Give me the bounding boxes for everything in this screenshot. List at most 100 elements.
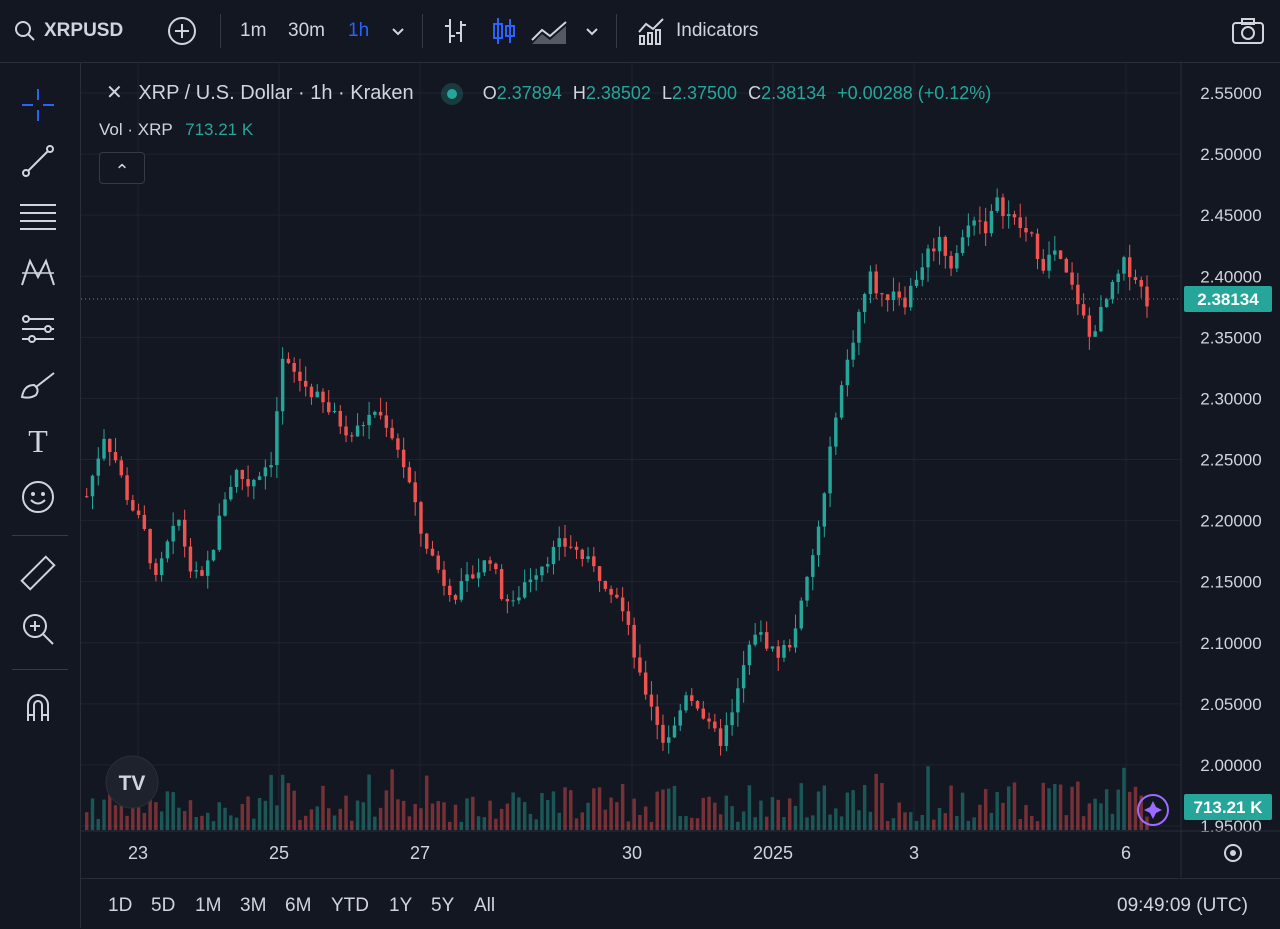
indicators-button[interactable]: Indicators <box>636 0 758 62</box>
candle-body <box>741 665 746 689</box>
symbol-search[interactable]: XRPUSD <box>14 0 123 62</box>
collapse-legend-button[interactable]: ⌃ <box>99 152 145 184</box>
text-tool[interactable]: T <box>18 421 58 461</box>
area-chart-button[interactable] <box>530 0 570 62</box>
chart-type-dropdown[interactable] <box>584 0 600 62</box>
candle-body <box>436 555 440 570</box>
snapshot-button[interactable] <box>1230 0 1266 62</box>
candles-button[interactable] <box>490 0 518 62</box>
candle-body <box>666 737 671 743</box>
candle-body <box>966 225 971 238</box>
volume-bar <box>874 773 878 830</box>
candle-body <box>136 510 141 515</box>
time-scale-settings[interactable] <box>1224 844 1242 862</box>
candle-body <box>1064 258 1069 273</box>
volume-bar <box>736 821 740 830</box>
series-title[interactable]: XRP / U.S. Dollar · 1h · Kraken <box>138 82 414 104</box>
candle-body <box>419 502 423 534</box>
period-3m[interactable]: 3M <box>240 895 267 916</box>
bar-style-button[interactable] <box>442 0 470 62</box>
candle-body <box>482 560 487 573</box>
price-chart[interactable]: 2.55000 2.50000 2.45000 2.40000 2.35000 2.300… <box>81 63 1280 877</box>
volume-bar <box>263 800 268 830</box>
candle-body <box>321 391 325 403</box>
volume-bar <box>1122 767 1126 830</box>
period-5d[interactable]: 5D <box>151 895 176 916</box>
volume-bar <box>1076 781 1080 830</box>
volume-bar <box>367 774 371 830</box>
candles-icon <box>493 18 515 44</box>
candle-body <box>724 725 729 746</box>
volume-bar <box>148 794 152 830</box>
candle-body <box>1093 331 1097 337</box>
candle-body <box>263 467 268 477</box>
candle-body <box>384 415 389 428</box>
candle-body <box>298 371 302 381</box>
volume-bar <box>482 817 487 830</box>
ruler-tool[interactable] <box>18 553 58 593</box>
volume-bar <box>1035 821 1040 830</box>
utc-clock[interactable]: 09:49:09 (UTC) <box>1117 895 1248 916</box>
emoji-tool[interactable] <box>18 477 58 517</box>
candle-body <box>759 632 763 635</box>
candle-body <box>1099 306 1103 332</box>
tradingview-logo[interactable]: TV <box>105 755 159 809</box>
volume-bar <box>453 804 458 830</box>
volume-bar <box>430 803 435 830</box>
candle-body <box>269 465 273 468</box>
volume-bar <box>1024 805 1028 830</box>
volume-bar <box>401 800 406 830</box>
volume-badge: 713.21 K <box>1184 794 1272 820</box>
candle-body <box>257 476 262 480</box>
volume-bar <box>234 817 239 830</box>
period-all[interactable]: All <box>474 895 496 916</box>
period-1d[interactable]: 1D <box>108 895 133 916</box>
interval-30m[interactable]: 30m <box>288 0 325 62</box>
volume-bar <box>246 796 250 830</box>
period-5y[interactable]: 5Y <box>431 895 455 916</box>
candle-body <box>344 426 348 436</box>
volume-bar <box>943 813 948 830</box>
fib-tool[interactable] <box>18 197 58 237</box>
volume-bar <box>574 818 579 830</box>
interval-1m[interactable]: 1m <box>240 0 266 62</box>
candle-body <box>862 294 867 312</box>
period-6m[interactable]: 6M <box>285 895 312 916</box>
volume-bar <box>995 791 999 830</box>
candle-body <box>113 452 118 461</box>
interval-dropdown[interactable] <box>390 0 406 62</box>
trendline-tool[interactable] <box>18 141 58 181</box>
remove-series-button[interactable]: ✕ <box>106 82 123 104</box>
projection-tool[interactable] <box>18 309 58 349</box>
volume-bar <box>96 818 100 830</box>
volume-bar <box>724 795 729 830</box>
brush-tool[interactable] <box>18 365 58 405</box>
volume-bar <box>1133 786 1138 830</box>
candle-body <box>424 533 429 549</box>
period-1y[interactable]: 1Y <box>389 895 413 916</box>
top-toolbar: XRPUSD 1m 30m 1h Indicators <box>0 0 1280 63</box>
candle-body <box>240 469 245 480</box>
candle-body <box>286 358 291 364</box>
zoom-tool[interactable] <box>18 609 58 649</box>
volume-bar <box>1127 791 1132 830</box>
period-ytd[interactable]: YTD <box>331 895 369 916</box>
x-tick-label: 27 <box>410 843 430 863</box>
candle-body <box>753 634 757 645</box>
volume-bar <box>563 787 567 830</box>
pattern-tool[interactable] <box>18 253 58 293</box>
candle-body <box>309 386 314 398</box>
volume-bar <box>707 796 711 830</box>
candle-body <box>891 291 896 301</box>
candle-body <box>1145 286 1149 307</box>
period-1m[interactable]: 1M <box>195 895 222 916</box>
volume-bar <box>816 791 821 830</box>
candle-body <box>280 358 285 412</box>
interval-1h[interactable]: 1h <box>348 0 369 62</box>
candle-body <box>649 694 654 707</box>
candle-body <box>505 599 510 602</box>
add-symbol-button[interactable] <box>166 0 198 62</box>
magnet-tool[interactable] <box>18 687 58 727</box>
crosshair-tool[interactable] <box>18 85 58 125</box>
assistant-button[interactable] <box>1137 794 1169 826</box>
